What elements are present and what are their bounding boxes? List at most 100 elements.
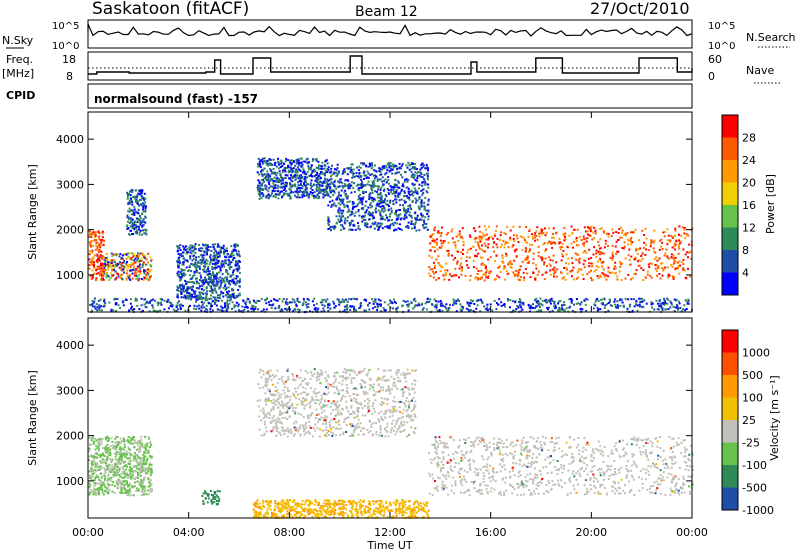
range-gate-cell bbox=[452, 298, 455, 301]
range-gate-cell bbox=[205, 304, 208, 307]
range-gate-cell bbox=[474, 276, 477, 279]
range-gate-cell bbox=[127, 194, 130, 197]
range-gate-cell bbox=[101, 447, 104, 450]
range-gate-cell bbox=[412, 165, 414, 168]
range-gate-cell bbox=[303, 177, 306, 180]
range-gate-cell bbox=[94, 307, 97, 310]
range-gate-cell bbox=[446, 309, 449, 312]
range-gate-cell bbox=[357, 222, 359, 225]
range-gate-cell bbox=[257, 308, 260, 311]
range-gate-cell bbox=[459, 308, 462, 311]
range-gate-cell bbox=[90, 277, 93, 280]
range-gate-cell bbox=[259, 164, 262, 167]
range-gate-cell bbox=[195, 258, 197, 261]
range-gate-cell bbox=[590, 227, 593, 230]
range-gate-cell bbox=[99, 255, 102, 258]
range-gate-cell bbox=[658, 248, 661, 251]
range-gate-cell bbox=[103, 298, 106, 301]
range-gate-cell bbox=[144, 489, 147, 492]
range-gate-cell bbox=[473, 302, 476, 305]
range-gate-cell bbox=[212, 289, 215, 292]
range-gate-cell bbox=[357, 203, 360, 206]
range-gate-cell bbox=[185, 280, 188, 283]
range-gate-cell bbox=[225, 269, 227, 272]
range-gate-cell bbox=[585, 240, 588, 243]
range-gate-cell bbox=[410, 223, 413, 225]
range-gate-cell bbox=[470, 302, 473, 305]
range-gate-cell bbox=[235, 277, 238, 280]
range-gate-cell bbox=[236, 275, 239, 278]
range-gate-cell bbox=[588, 227, 591, 230]
range-gate-cell bbox=[315, 302, 318, 305]
range-gate-cell bbox=[294, 164, 297, 167]
range-gate-cell bbox=[388, 166, 391, 169]
range-gate-cell bbox=[279, 180, 282, 182]
range-gate-cell bbox=[620, 279, 623, 281]
range-gate-cell bbox=[265, 302, 268, 305]
range-gate-cell bbox=[357, 175, 360, 178]
range-gate-cell bbox=[398, 167, 401, 170]
range-gate-cell bbox=[202, 259, 205, 262]
range-gate-cell bbox=[353, 214, 356, 217]
range-gate-cell bbox=[238, 294, 241, 297]
range-gate-cell bbox=[213, 267, 216, 270]
range-gate-cell bbox=[142, 478, 145, 481]
range-gate-cell bbox=[197, 260, 199, 263]
range-gate-cell bbox=[218, 294, 221, 297]
range-gate-cell bbox=[688, 251, 691, 254]
range-gate-cell bbox=[578, 268, 581, 270]
range-gate-cell bbox=[384, 178, 387, 181]
range-gate-cell bbox=[128, 309, 130, 312]
range-gate-cell bbox=[512, 309, 515, 312]
range-gate-cell bbox=[570, 300, 573, 303]
range-gate-cell bbox=[247, 310, 250, 312]
range-gate-cell bbox=[690, 257, 693, 260]
range-gate-cell bbox=[667, 298, 670, 301]
range-gate-cell bbox=[96, 309, 99, 312]
range-gate-cell bbox=[96, 247, 99, 250]
range-gate-cell bbox=[418, 197, 421, 200]
range-gate-cell bbox=[111, 262, 114, 265]
range-gate-cell bbox=[270, 172, 273, 175]
range-gate-cell bbox=[392, 188, 395, 191]
range-gate-cell bbox=[592, 307, 595, 310]
range-gate-cell bbox=[288, 188, 291, 190]
range-gate-cell bbox=[379, 305, 382, 308]
freq-tick-bottom: 8 bbox=[66, 70, 73, 83]
range-gate-cell bbox=[205, 286, 208, 289]
range-gate-cell bbox=[418, 304, 421, 307]
range-gate-cell bbox=[609, 256, 612, 259]
range-gate-cell bbox=[344, 222, 347, 225]
range-gate-cell bbox=[345, 184, 348, 187]
range-gate-cell bbox=[218, 308, 221, 311]
range-gate-cell bbox=[205, 290, 208, 293]
range-gate-cell bbox=[527, 251, 530, 253]
range-gate-cell bbox=[468, 302, 471, 305]
range-gate-cell bbox=[467, 248, 470, 251]
range-gate-cell bbox=[628, 305, 631, 308]
range-gate-cell bbox=[620, 236, 623, 239]
range-gate-cell bbox=[383, 165, 385, 168]
range-gate-cell bbox=[181, 289, 184, 292]
range-gate-cell bbox=[264, 161, 267, 164]
range-gate-cell bbox=[645, 248, 648, 251]
range-gate-cell bbox=[91, 456, 94, 458]
range-gate-cell bbox=[107, 264, 110, 267]
range-gate-cell bbox=[457, 299, 460, 301]
range-gate-cell bbox=[543, 263, 545, 266]
range-gate-cell bbox=[137, 212, 140, 215]
range-gate-cell bbox=[687, 256, 689, 259]
range-gate-cell bbox=[386, 216, 389, 219]
range-gate-cell bbox=[90, 245, 93, 248]
range-gate-cell bbox=[588, 271, 591, 274]
range-gate-cell bbox=[129, 197, 132, 199]
range-gate-cell bbox=[290, 179, 293, 182]
range-gate-cell bbox=[400, 167, 403, 170]
range-gate-cell bbox=[400, 189, 403, 192]
range-gate-cell bbox=[327, 309, 330, 312]
range-gate-cell bbox=[481, 256, 484, 259]
range-gate-cell bbox=[118, 262, 121, 265]
range-gate-cell bbox=[166, 300, 169, 303]
range-gate-cell bbox=[88, 241, 91, 244]
range-gate-cell bbox=[255, 301, 258, 304]
